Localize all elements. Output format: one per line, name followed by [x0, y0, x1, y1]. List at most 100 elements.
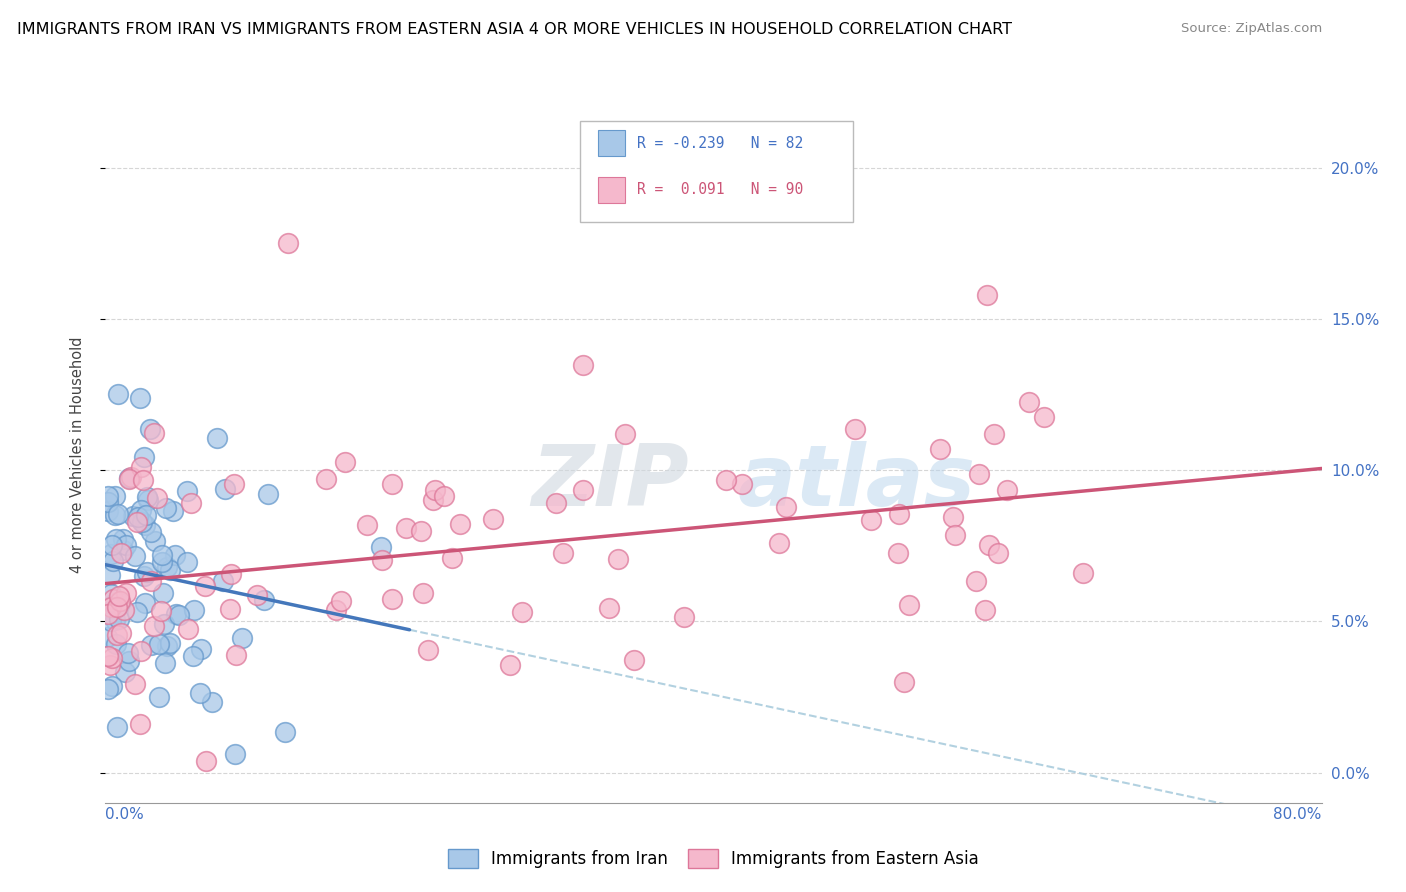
Point	[97, 607, 120, 622]
Point	[159, 636, 181, 650]
Point	[148, 637, 170, 651]
Point	[97, 489, 120, 503]
Point	[183, 603, 205, 617]
Point	[449, 516, 471, 531]
FancyBboxPatch shape	[579, 121, 853, 222]
Point	[544, 496, 567, 510]
Point	[100, 548, 122, 562]
Point	[553, 546, 575, 560]
Point	[100, 586, 122, 600]
Point	[125, 605, 148, 619]
Point	[995, 483, 1018, 497]
Point	[335, 455, 357, 469]
Point	[965, 574, 987, 588]
Point	[412, 586, 434, 600]
Point	[844, 422, 866, 436]
Point	[138, 493, 160, 508]
Point	[409, 524, 432, 539]
Point	[614, 426, 637, 441]
Point	[246, 588, 269, 602]
Point	[127, 509, 149, 524]
Point	[104, 532, 127, 546]
Point	[103, 597, 125, 611]
Point	[180, 496, 202, 510]
Point	[205, 432, 228, 446]
Point	[143, 425, 166, 440]
Point	[114, 665, 136, 679]
Point	[150, 548, 173, 562]
Point	[150, 605, 173, 619]
Point	[598, 601, 620, 615]
Y-axis label: 4 or more Vehicles in Household: 4 or more Vehicles in Household	[70, 336, 84, 574]
Point	[893, 675, 915, 690]
Point	[143, 619, 166, 633]
Point	[120, 470, 142, 484]
Point	[898, 598, 921, 612]
Point	[98, 658, 121, 673]
Point	[859, 513, 882, 527]
Point	[134, 450, 156, 465]
Point	[108, 596, 131, 610]
Point	[967, 467, 990, 482]
Text: R =  0.091   N = 90: R = 0.091 N = 90	[637, 182, 803, 197]
Point	[131, 515, 153, 529]
Text: IMMIGRANTS FROM IRAN VS IMMIGRANTS FROM EASTERN ASIA 4 OR MORE VEHICLES IN HOUSE: IMMIGRANTS FROM IRAN VS IMMIGRANTS FROM …	[17, 22, 1012, 37]
Point	[253, 592, 276, 607]
Point	[114, 586, 136, 600]
Point	[108, 612, 131, 626]
Text: atlas: atlas	[738, 442, 976, 524]
Point	[225, 648, 247, 662]
Point	[112, 603, 135, 617]
Point	[153, 617, 176, 632]
Point	[731, 477, 754, 491]
Point	[768, 536, 790, 550]
Point	[356, 517, 378, 532]
Point	[148, 690, 170, 705]
Point	[162, 504, 184, 518]
Point	[105, 628, 128, 642]
Point	[499, 657, 522, 672]
Point	[101, 679, 124, 693]
Point	[118, 654, 141, 668]
Point	[141, 574, 163, 588]
Point	[277, 236, 299, 251]
Point	[105, 719, 128, 733]
Point	[983, 426, 1005, 441]
Point	[974, 603, 997, 617]
Point	[107, 507, 129, 521]
Point	[156, 640, 179, 654]
Point	[146, 491, 169, 505]
Bar	[598, 177, 624, 203]
Point	[623, 653, 645, 667]
Point	[101, 538, 124, 552]
Point	[155, 500, 177, 515]
Point	[129, 644, 152, 658]
Point	[163, 548, 186, 562]
Point	[929, 442, 952, 456]
Point	[224, 477, 246, 491]
Point	[775, 500, 797, 515]
Point	[100, 614, 122, 628]
Point	[887, 546, 910, 560]
Point	[201, 695, 224, 709]
Point	[167, 607, 190, 622]
Point	[105, 636, 128, 650]
Point	[194, 579, 217, 593]
Point	[441, 550, 464, 565]
Point	[423, 483, 446, 498]
Text: R = -0.239   N = 82: R = -0.239 N = 82	[637, 136, 803, 151]
Point	[152, 586, 174, 600]
Point	[111, 542, 134, 557]
Point	[381, 476, 404, 491]
Point	[510, 605, 533, 619]
Point	[987, 546, 1010, 560]
Point	[330, 594, 353, 608]
Point	[104, 508, 127, 522]
Point	[165, 607, 187, 622]
Point	[127, 515, 149, 529]
Point	[111, 533, 134, 547]
Point	[97, 648, 120, 663]
Point	[134, 596, 156, 610]
Text: 0.0%: 0.0%	[105, 807, 145, 822]
Point	[141, 638, 163, 652]
